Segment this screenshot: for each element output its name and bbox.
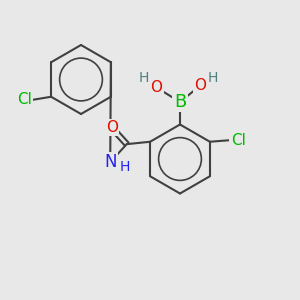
Text: N: N [104, 153, 116, 171]
Text: O: O [106, 120, 118, 135]
Text: O: O [151, 80, 163, 95]
Text: H: H [120, 160, 130, 174]
Text: H: H [139, 71, 149, 85]
Text: O: O [194, 78, 206, 93]
Text: H: H [208, 71, 218, 85]
Text: B: B [174, 93, 186, 111]
Text: Cl: Cl [17, 92, 32, 107]
Text: Cl: Cl [231, 133, 245, 148]
